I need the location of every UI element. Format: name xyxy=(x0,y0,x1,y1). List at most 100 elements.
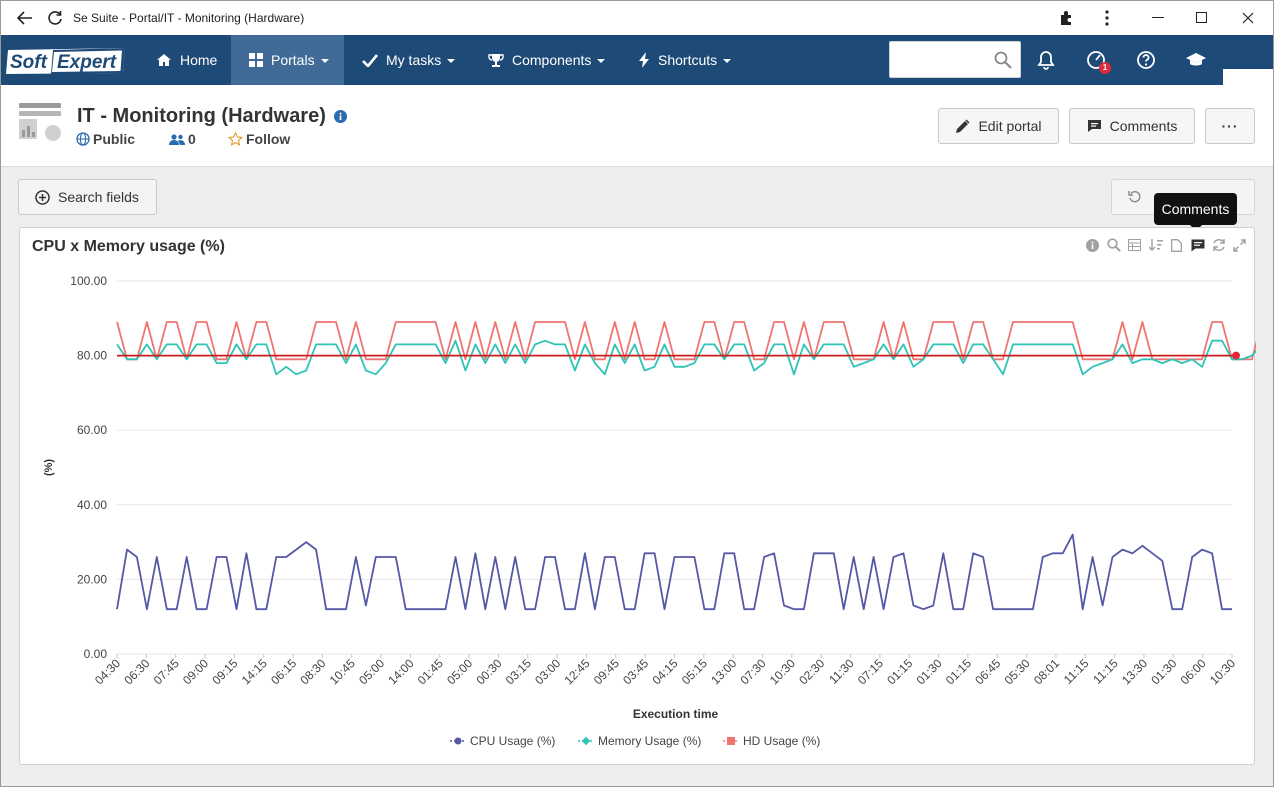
legend-marker xyxy=(581,736,591,746)
x-tick-label: 05:00 xyxy=(356,656,387,687)
memory-usage-series xyxy=(116,339,1256,376)
chevron-down-icon xyxy=(723,59,732,63)
extensions-puzzle-icon[interactable] xyxy=(1055,1,1079,35)
nav-home[interactable]: Home xyxy=(143,35,231,85)
legend-label: Memory Usage (%) xyxy=(598,734,701,748)
chart-refresh-icon[interactable] xyxy=(1208,236,1229,254)
x-tick-label: 13:00 xyxy=(708,656,739,687)
performance-gauge-icon[interactable] xyxy=(1084,48,1108,72)
chart-export-icon[interactable] xyxy=(1166,236,1187,254)
chart-fullscreen-icon[interactable] xyxy=(1229,236,1250,254)
nav-shortcuts-label: Shortcuts xyxy=(658,52,718,68)
main-navbar: Soft Expert Home Portals My tasks Compon… xyxy=(1,35,1273,119)
x-tick-label: 07:45 xyxy=(151,656,182,687)
search-fields-button[interactable]: Search fields xyxy=(18,179,157,215)
x-tick-label: 05:00 xyxy=(444,656,475,687)
check-icon xyxy=(362,53,378,67)
x-tick-label: 01:45 xyxy=(415,656,446,687)
graduation-cap-icon[interactable] xyxy=(1184,48,1208,72)
x-tick-label: 12:45 xyxy=(561,656,592,687)
chevron-down-icon xyxy=(320,59,329,63)
softexpert-logo[interactable]: Soft Expert xyxy=(5,46,127,76)
global-search xyxy=(889,41,1021,78)
legend-marker xyxy=(727,737,735,745)
chart-info-icon[interactable] xyxy=(1082,236,1103,254)
x-tick-label: 09:45 xyxy=(591,656,622,687)
x-tick-label: 05:15 xyxy=(679,656,710,687)
follow-label: Follow xyxy=(246,131,291,147)
browser-menu-icon[interactable] xyxy=(1095,1,1119,35)
x-tick-label: 08:30 xyxy=(297,656,328,687)
comments-label: Comments xyxy=(1109,118,1178,134)
y-tick-label: 0.00 xyxy=(84,647,108,661)
chart-sort-icon[interactable] xyxy=(1145,236,1166,254)
search-fields-label: Search fields xyxy=(58,189,139,205)
bolt-icon xyxy=(639,52,649,68)
nav-shortcuts[interactable]: Shortcuts xyxy=(620,35,750,85)
x-tick-label: 03:45 xyxy=(620,656,651,687)
search-input[interactable] xyxy=(890,42,990,77)
maximize-button[interactable] xyxy=(1179,1,1225,35)
users-icon xyxy=(169,133,185,145)
info-icon[interactable] xyxy=(334,110,347,123)
chart-table-icon[interactable] xyxy=(1124,236,1145,254)
title-bar: Se Suite - Portal/IT - Monitoring (Hardw… xyxy=(1,1,1273,35)
chart-zoom-icon[interactable] xyxy=(1103,236,1124,254)
x-tick-label: 04:15 xyxy=(649,656,680,687)
x-tick-label: 05:30 xyxy=(1002,656,1033,687)
search-icon[interactable] xyxy=(994,51,1012,69)
notification-badge: 1 xyxy=(1099,62,1111,74)
members-count-value: 0 xyxy=(188,131,196,147)
help-question-icon[interactable] xyxy=(1134,48,1158,72)
visibility-label: Public xyxy=(93,131,136,147)
nav-my-tasks-label: My tasks xyxy=(386,52,442,68)
legend-label: CPU Usage (%) xyxy=(470,734,555,748)
comments-button[interactable]: Comments xyxy=(1069,108,1195,144)
y-tick-label: 60.00 xyxy=(77,423,107,437)
portal-dashboard-icon xyxy=(19,103,63,150)
notifications-bell-icon[interactable] xyxy=(1034,48,1058,72)
pencil-icon xyxy=(956,118,970,133)
x-tick-label: 10:30 xyxy=(767,656,798,687)
edit-portal-button[interactable]: Edit portal xyxy=(938,108,1059,144)
back-arrow-icon[interactable] xyxy=(11,1,39,35)
logo-soft-text: Soft xyxy=(10,52,48,73)
more-options-button[interactable]: ··· xyxy=(1205,108,1255,144)
x-tick-label: 09:15 xyxy=(209,656,240,687)
chart-card: CPU x Memory usage (%) 100.00 80.00 60.00 4… xyxy=(19,227,1256,765)
line-chart: 100.0080.0060.0040.0020.000.00(%)04:3006… xyxy=(43,274,1256,748)
x-tick-label: 09:00 xyxy=(180,656,211,687)
legend-label: HD Usage (%) xyxy=(743,734,820,748)
x-tick-label: 02:30 xyxy=(796,656,827,687)
x-tick-label: 08:01 xyxy=(1031,656,1062,687)
x-tick-label: 03:15 xyxy=(503,656,534,687)
cpu-usage-series xyxy=(116,533,1232,611)
edit-portal-label: Edit portal xyxy=(978,118,1042,134)
x-tick-label: 11:15 xyxy=(1090,656,1121,687)
plus-circle-icon xyxy=(35,189,50,205)
nav-portals[interactable]: Portals xyxy=(231,35,344,85)
close-window-button[interactable] xyxy=(1225,1,1271,35)
x-tick-label: 06:00 xyxy=(1178,656,1209,687)
members-count[interactable]: 0 xyxy=(169,131,196,147)
more-options-label: ··· xyxy=(1221,118,1239,134)
nav-components[interactable]: Components xyxy=(470,35,620,85)
x-tick-label: 01:15 xyxy=(884,656,915,687)
chevron-down-icon xyxy=(447,59,456,63)
star-icon xyxy=(228,132,243,146)
x-tick-label: 01:15 xyxy=(943,656,974,687)
x-tick-label: 00:30 xyxy=(473,656,504,687)
reload-icon[interactable] xyxy=(43,1,67,35)
chart-toolbar xyxy=(1082,236,1250,254)
follow-toggle[interactable]: Follow xyxy=(228,131,290,147)
nav-my-tasks[interactable]: My tasks xyxy=(344,35,470,85)
visibility-indicator: Public xyxy=(76,131,135,147)
x-tick-label: 03:00 xyxy=(532,656,563,687)
nav-components-label: Components xyxy=(512,52,592,68)
x-tick-label: 07:30 xyxy=(738,656,769,687)
y-tick-label: 100.00 xyxy=(70,274,107,288)
chart-comments-icon[interactable] xyxy=(1187,236,1208,254)
y-tick-label: 40.00 xyxy=(77,498,107,512)
minimize-button[interactable] xyxy=(1135,1,1181,35)
y-tick-label: 20.00 xyxy=(77,572,107,586)
